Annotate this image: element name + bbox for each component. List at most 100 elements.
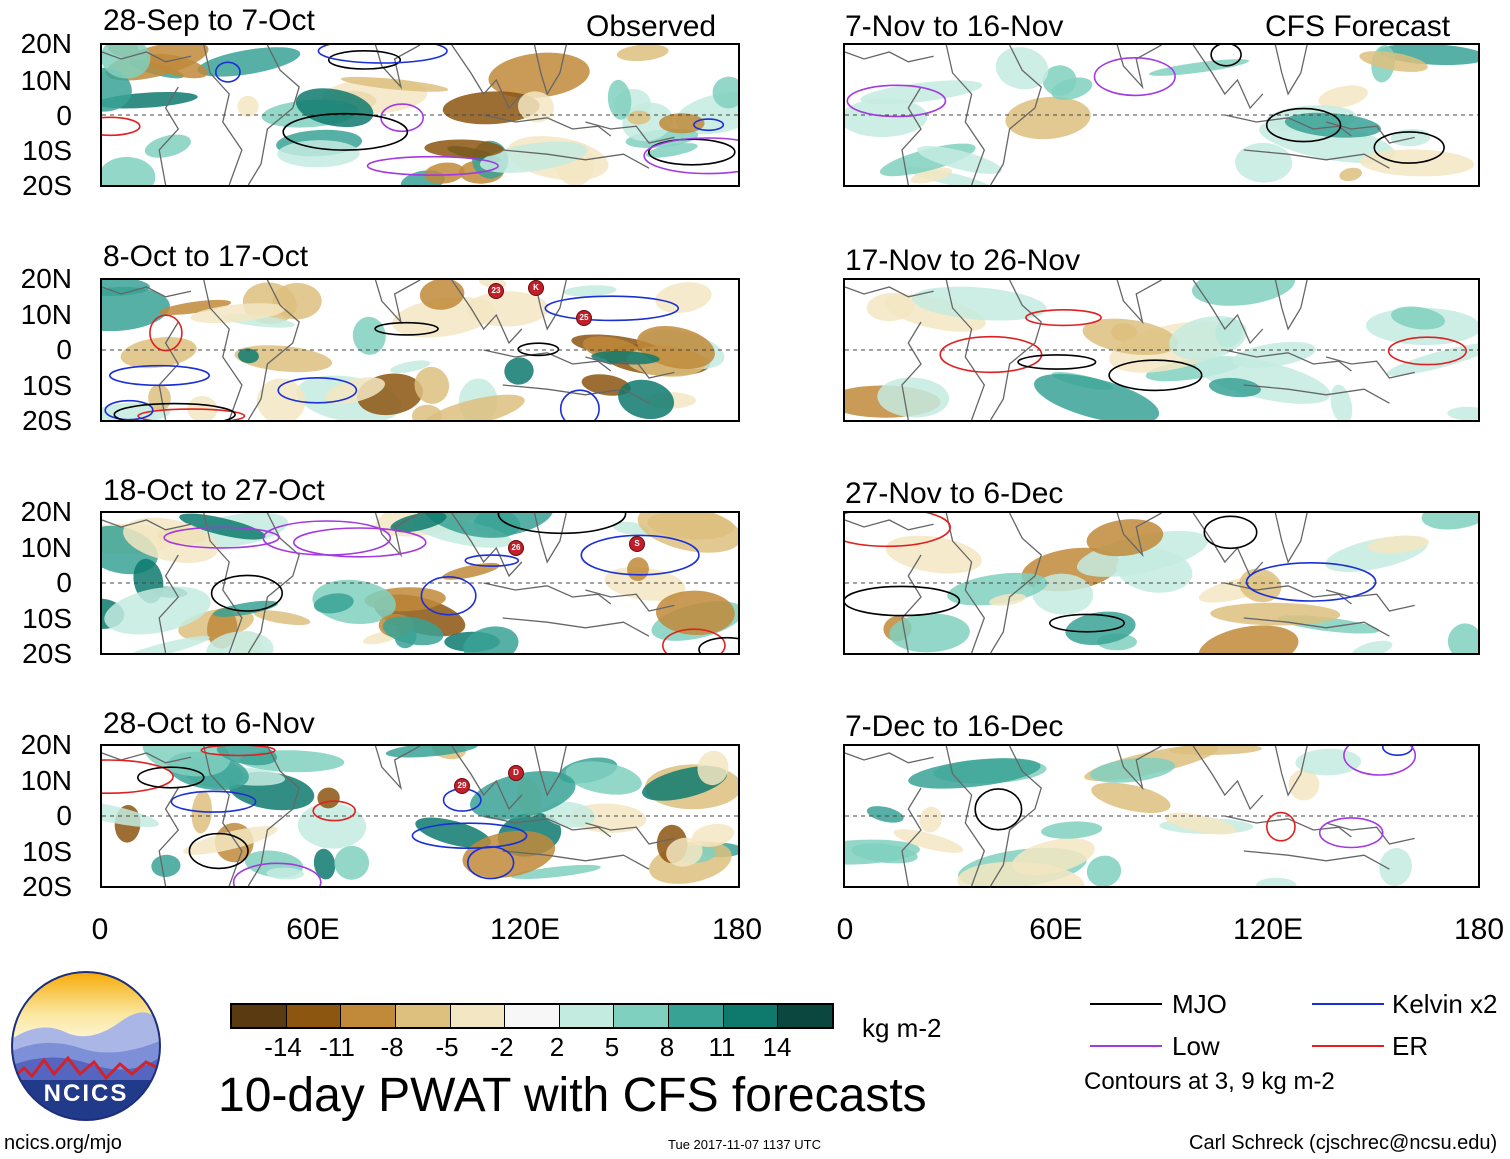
lat-tick: 0	[56, 567, 72, 598]
coastlines	[102, 513, 675, 653]
lat-tick: 20S	[22, 871, 72, 902]
pwat-anomaly-field	[102, 280, 725, 420]
lat-tick: 20S	[22, 405, 72, 436]
legend-label-kelvin: Kelvin x2	[1392, 989, 1498, 1019]
lon-tick: 60E	[1029, 913, 1083, 946]
pwat-anomaly-field	[845, 280, 1478, 420]
colorbar-swatch	[614, 1005, 670, 1027]
logo-text: NCICS	[43, 1080, 129, 1107]
pwat-anomaly-field	[845, 746, 1412, 886]
colorbar-swatch	[232, 1005, 287, 1027]
lat-tick: 10S	[22, 836, 72, 867]
wave-contours	[104, 295, 680, 420]
map-panel-forecast-2	[843, 278, 1480, 422]
coastlines	[102, 746, 675, 886]
figure-title: 10-day PWAT with CFS forecasts	[218, 1069, 927, 1122]
footer-credit: Carl Schreck (cjschrec@ncsu.edu)	[1189, 1132, 1498, 1154]
colorbar-swatch	[669, 1005, 724, 1027]
panel-title: 7-Nov to 16-Nov	[845, 10, 1064, 43]
lat-tick: 0	[56, 100, 72, 131]
legend-line-kelvin	[1312, 1003, 1384, 1005]
colorbar-tick: 14	[762, 1032, 792, 1062]
lat-tick: 20N	[20, 28, 72, 59]
lat-tick: 20S	[22, 170, 72, 201]
colorbar-swatch	[723, 1005, 779, 1027]
observed-label: Observed	[586, 10, 717, 43]
coastlines	[845, 513, 1415, 653]
colorbar	[230, 1003, 834, 1029]
map-panel-forecast-1	[843, 43, 1480, 187]
lat-tick: 10S	[22, 135, 72, 166]
colorbar-swatch	[395, 1005, 451, 1027]
coastlines	[102, 280, 675, 420]
wave-contours	[846, 45, 1445, 164]
legend-label-mjo: MJO	[1172, 989, 1227, 1019]
storm-marker: D	[508, 765, 524, 781]
panel-title: 27-Nov to 6-Dec	[845, 477, 1064, 510]
forecast-label: CFS Forecast	[1265, 10, 1451, 43]
colorbar-swatch	[505, 1005, 560, 1027]
wave-contours	[102, 746, 528, 886]
pwat-anomaly-field	[883, 513, 1478, 653]
lat-tick: 10N	[20, 765, 72, 796]
colorbar-swatch	[778, 1005, 833, 1027]
colorbar-tick: 2	[549, 1032, 565, 1062]
lat-tick: 20N	[20, 496, 72, 527]
pwat-anomaly-field	[102, 746, 738, 884]
coastlines	[102, 45, 675, 185]
lat-tick: 20N	[20, 263, 72, 294]
panel-title: 18-Oct to 27-Oct	[103, 474, 325, 507]
lat-tick: 10S	[22, 603, 72, 634]
lat-tick: 0	[56, 334, 72, 365]
footer-url[interactable]: ncics.org/mjo	[4, 1132, 122, 1154]
panel-title: 7-Dec to 16-Dec	[845, 710, 1064, 743]
lon-tick: 0	[91, 913, 109, 946]
legend-note: Contours at 3, 9 kg m-2	[1084, 1068, 1335, 1095]
lon-tick: 60E	[286, 913, 340, 946]
logo-graphic	[11, 971, 161, 1121]
colorbar-units: kg m-2	[862, 1013, 942, 1043]
storm-marker: S	[629, 536, 645, 552]
lat-tick: 10N	[20, 299, 72, 330]
panel-title: 8-Oct to 17-Oct	[103, 240, 309, 273]
colorbar-swatch	[286, 1005, 342, 1027]
wave-contours	[102, 45, 738, 176]
colorbar-tick: -5	[435, 1032, 459, 1062]
legend-line-low	[1090, 1045, 1162, 1047]
colorbar-swatch	[450, 1005, 506, 1027]
storm-marker: K	[528, 280, 544, 296]
colorbar-tick: 11	[708, 1032, 736, 1062]
lat-tick: 10N	[20, 532, 72, 563]
coastlines	[845, 746, 1415, 886]
storm-marker: 25	[576, 310, 592, 326]
lon-tick: 180	[711, 913, 763, 946]
wave-contours	[974, 746, 1417, 849]
ncics-logo: NCICS	[10, 970, 162, 1122]
colorbar-swatch	[341, 1005, 396, 1027]
map-panel-forecast-3	[843, 511, 1480, 655]
colorbar-swatch	[559, 1005, 615, 1027]
coastlines	[845, 280, 1415, 420]
footer-timestamp: Tue 2017-11-07 1137 UTC	[668, 1137, 821, 1152]
colorbar-tick: -11	[319, 1032, 355, 1062]
wave-contours	[845, 513, 1377, 633]
colorbar-tick: -14	[264, 1032, 302, 1062]
pwat-anomaly-field	[102, 513, 738, 653]
map-panel-forecast-4	[843, 744, 1480, 888]
lat-tick: 20N	[20, 729, 72, 760]
lon-tick: 0	[836, 913, 854, 946]
lon-tick: 120E	[1232, 913, 1304, 946]
map-panel-observed-2	[100, 278, 740, 422]
pwat-anomaly-field	[845, 45, 1478, 185]
storm-marker: 23	[488, 283, 504, 299]
panel-title: 28-Sep to 7-Oct	[103, 4, 315, 37]
wave-contours	[163, 513, 738, 653]
storm-marker: 26	[508, 540, 524, 556]
lat-tick: 10N	[20, 65, 72, 96]
panel-title: 17-Nov to 26-Nov	[845, 244, 1081, 277]
legend-line-er	[1312, 1045, 1384, 1047]
pwat-anomaly-field	[102, 45, 738, 185]
legend-label-er: ER	[1392, 1031, 1429, 1061]
map-panel-observed-1	[100, 43, 740, 187]
lon-tick: 180	[1453, 913, 1505, 946]
